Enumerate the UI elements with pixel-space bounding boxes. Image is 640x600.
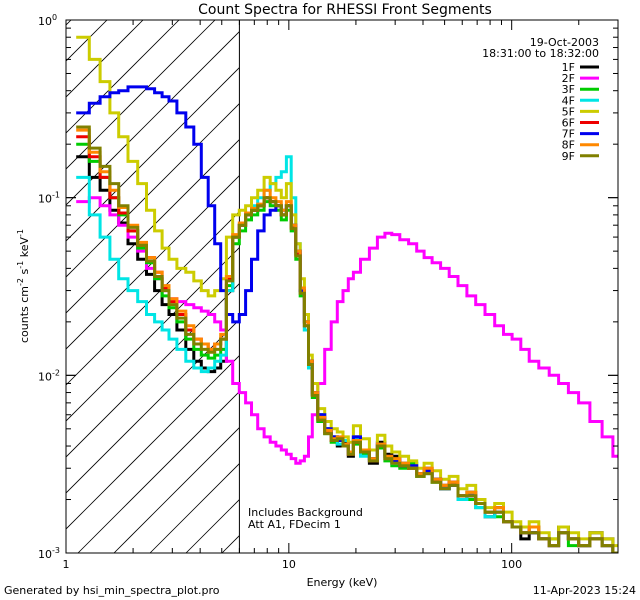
hatch-line (66, 175, 240, 350)
x-axis-label: Energy (keV) (307, 576, 378, 589)
x-tick-label: 100 (501, 558, 522, 571)
legend-label-4F: 4F (562, 94, 575, 107)
hatch-line (294, 0, 640, 553)
series-1F (76, 155, 618, 553)
series-lines (76, 35, 618, 553)
hatch-line (66, 319, 240, 494)
series-6F (76, 135, 618, 553)
annotation-background: Includes Background (248, 506, 363, 519)
hatch-line (77, 391, 240, 553)
hatch-line (66, 20, 180, 134)
y-tick-label: 10-1 (38, 191, 60, 206)
hatch-line (66, 20, 144, 98)
legend-label-2F: 2F (562, 72, 575, 85)
hatch-line (0, 0, 86, 553)
y-tick-label: 10-3 (38, 546, 60, 561)
hatch-line (66, 283, 240, 458)
legend-label-7F: 7F (562, 128, 575, 141)
series-2F (76, 196, 618, 465)
timestamp-footer: 11-Apr-2023 15:24 (533, 584, 636, 597)
chart-title: Count Spectra for RHESSI Front Segments (198, 2, 492, 18)
legend-label-3F: 3F (562, 83, 575, 96)
legend-label-5F: 5F (562, 105, 575, 118)
series-9F (76, 125, 618, 553)
generated-by-footer: Generated by hsi_min_spectra_plot.pro (4, 584, 220, 597)
time-range-label: 18:31:00 to 18:32:00 (482, 47, 599, 60)
legend-label-1F: 1F (562, 61, 575, 74)
hatch-line (66, 103, 240, 278)
hatch-line (330, 0, 640, 553)
excluded-energy-hatch (0, 0, 640, 553)
legend-label-6F: 6F (562, 117, 575, 130)
series-4F (76, 155, 618, 553)
series-3F (76, 142, 618, 553)
y-axis-label: counts cm-2 s-1 keV-1 (16, 229, 31, 343)
hatch-line (66, 67, 240, 242)
hatch-line (66, 20, 216, 170)
series-8F (76, 128, 618, 553)
x-tick-label: 10 (282, 558, 296, 571)
x-tick-label: 1 (63, 558, 70, 571)
hatch-line (66, 31, 240, 206)
legend-label-8F: 8F (562, 139, 575, 152)
series-7F (76, 85, 618, 553)
hatch-line (113, 427, 240, 553)
legend-label-9F: 9F (562, 150, 575, 163)
y-tick-label: 100 (38, 13, 57, 28)
hatch-line (66, 211, 240, 386)
plot-frame (65, 19, 619, 554)
y-tick-label: 10-2 (38, 368, 60, 383)
hatch-line (66, 355, 240, 530)
date-label: 19-Oct-2003 (530, 36, 599, 49)
hatch-line (66, 247, 240, 422)
axes: 1 10 100 100 10-1 10-2 10-3 (38, 13, 619, 571)
annotation-attenuator: Att A1, FDecim 1 (248, 518, 341, 531)
